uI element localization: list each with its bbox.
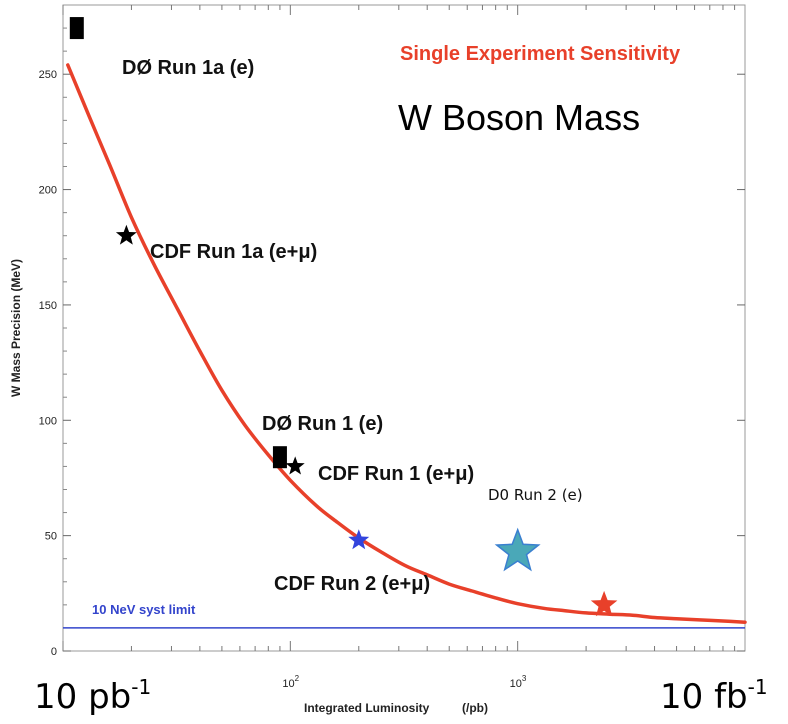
y-tick-label: 0 xyxy=(51,646,57,658)
point-marker-star xyxy=(590,590,618,617)
point-marker-star xyxy=(285,456,305,475)
point-label-cdf-run2: CDF Run 2 (e+μ) xyxy=(274,573,430,595)
point-marker-star xyxy=(115,224,137,245)
point-marker-square xyxy=(272,446,287,469)
point-label-d0-run1a: DØ Run 1a (e) xyxy=(122,57,254,79)
chart-title: W Boson Mass xyxy=(398,97,640,138)
point-marker-star xyxy=(348,529,370,550)
point-marker-star xyxy=(494,527,541,572)
point-label-cdf-run1: CDF Run 1 (e+μ) xyxy=(318,463,474,485)
y-axis-label: W Mass Precision (MeV) xyxy=(9,259,23,397)
syst-limit-label: 10 NeV syst limit xyxy=(92,602,196,617)
x-tick-label: 102 xyxy=(282,674,299,690)
y-tick-label: 150 xyxy=(39,300,57,312)
point-label-d0-run2: D0 Run 2 (e) xyxy=(488,486,583,504)
x-axis-ticks: 102 103 xyxy=(62,5,736,690)
y-tick-label: 250 xyxy=(39,69,57,81)
y-tick-label: 100 xyxy=(39,415,57,427)
x-axis-label: Integrated Luminosity xyxy=(304,701,430,715)
x-axis-unit: (/pb) xyxy=(462,701,488,715)
point-marker-square xyxy=(69,17,84,40)
corner-label-right: 10 fb-1 xyxy=(660,675,768,717)
y-tick-label: 200 xyxy=(39,185,57,197)
sensitivity-curve xyxy=(66,63,747,624)
chart-subtitle: Single Experiment Sensitivity xyxy=(400,43,681,65)
corner-label-left: 10 pb-1 xyxy=(34,675,151,717)
data-points xyxy=(69,17,618,617)
point-label-d0-run1: DØ Run 1 (e) xyxy=(262,413,383,435)
y-tick-label: 50 xyxy=(45,531,57,543)
point-label-cdf-run1a: CDF Run 1a (e+μ) xyxy=(150,241,317,263)
x-tick-label: 103 xyxy=(510,674,527,690)
